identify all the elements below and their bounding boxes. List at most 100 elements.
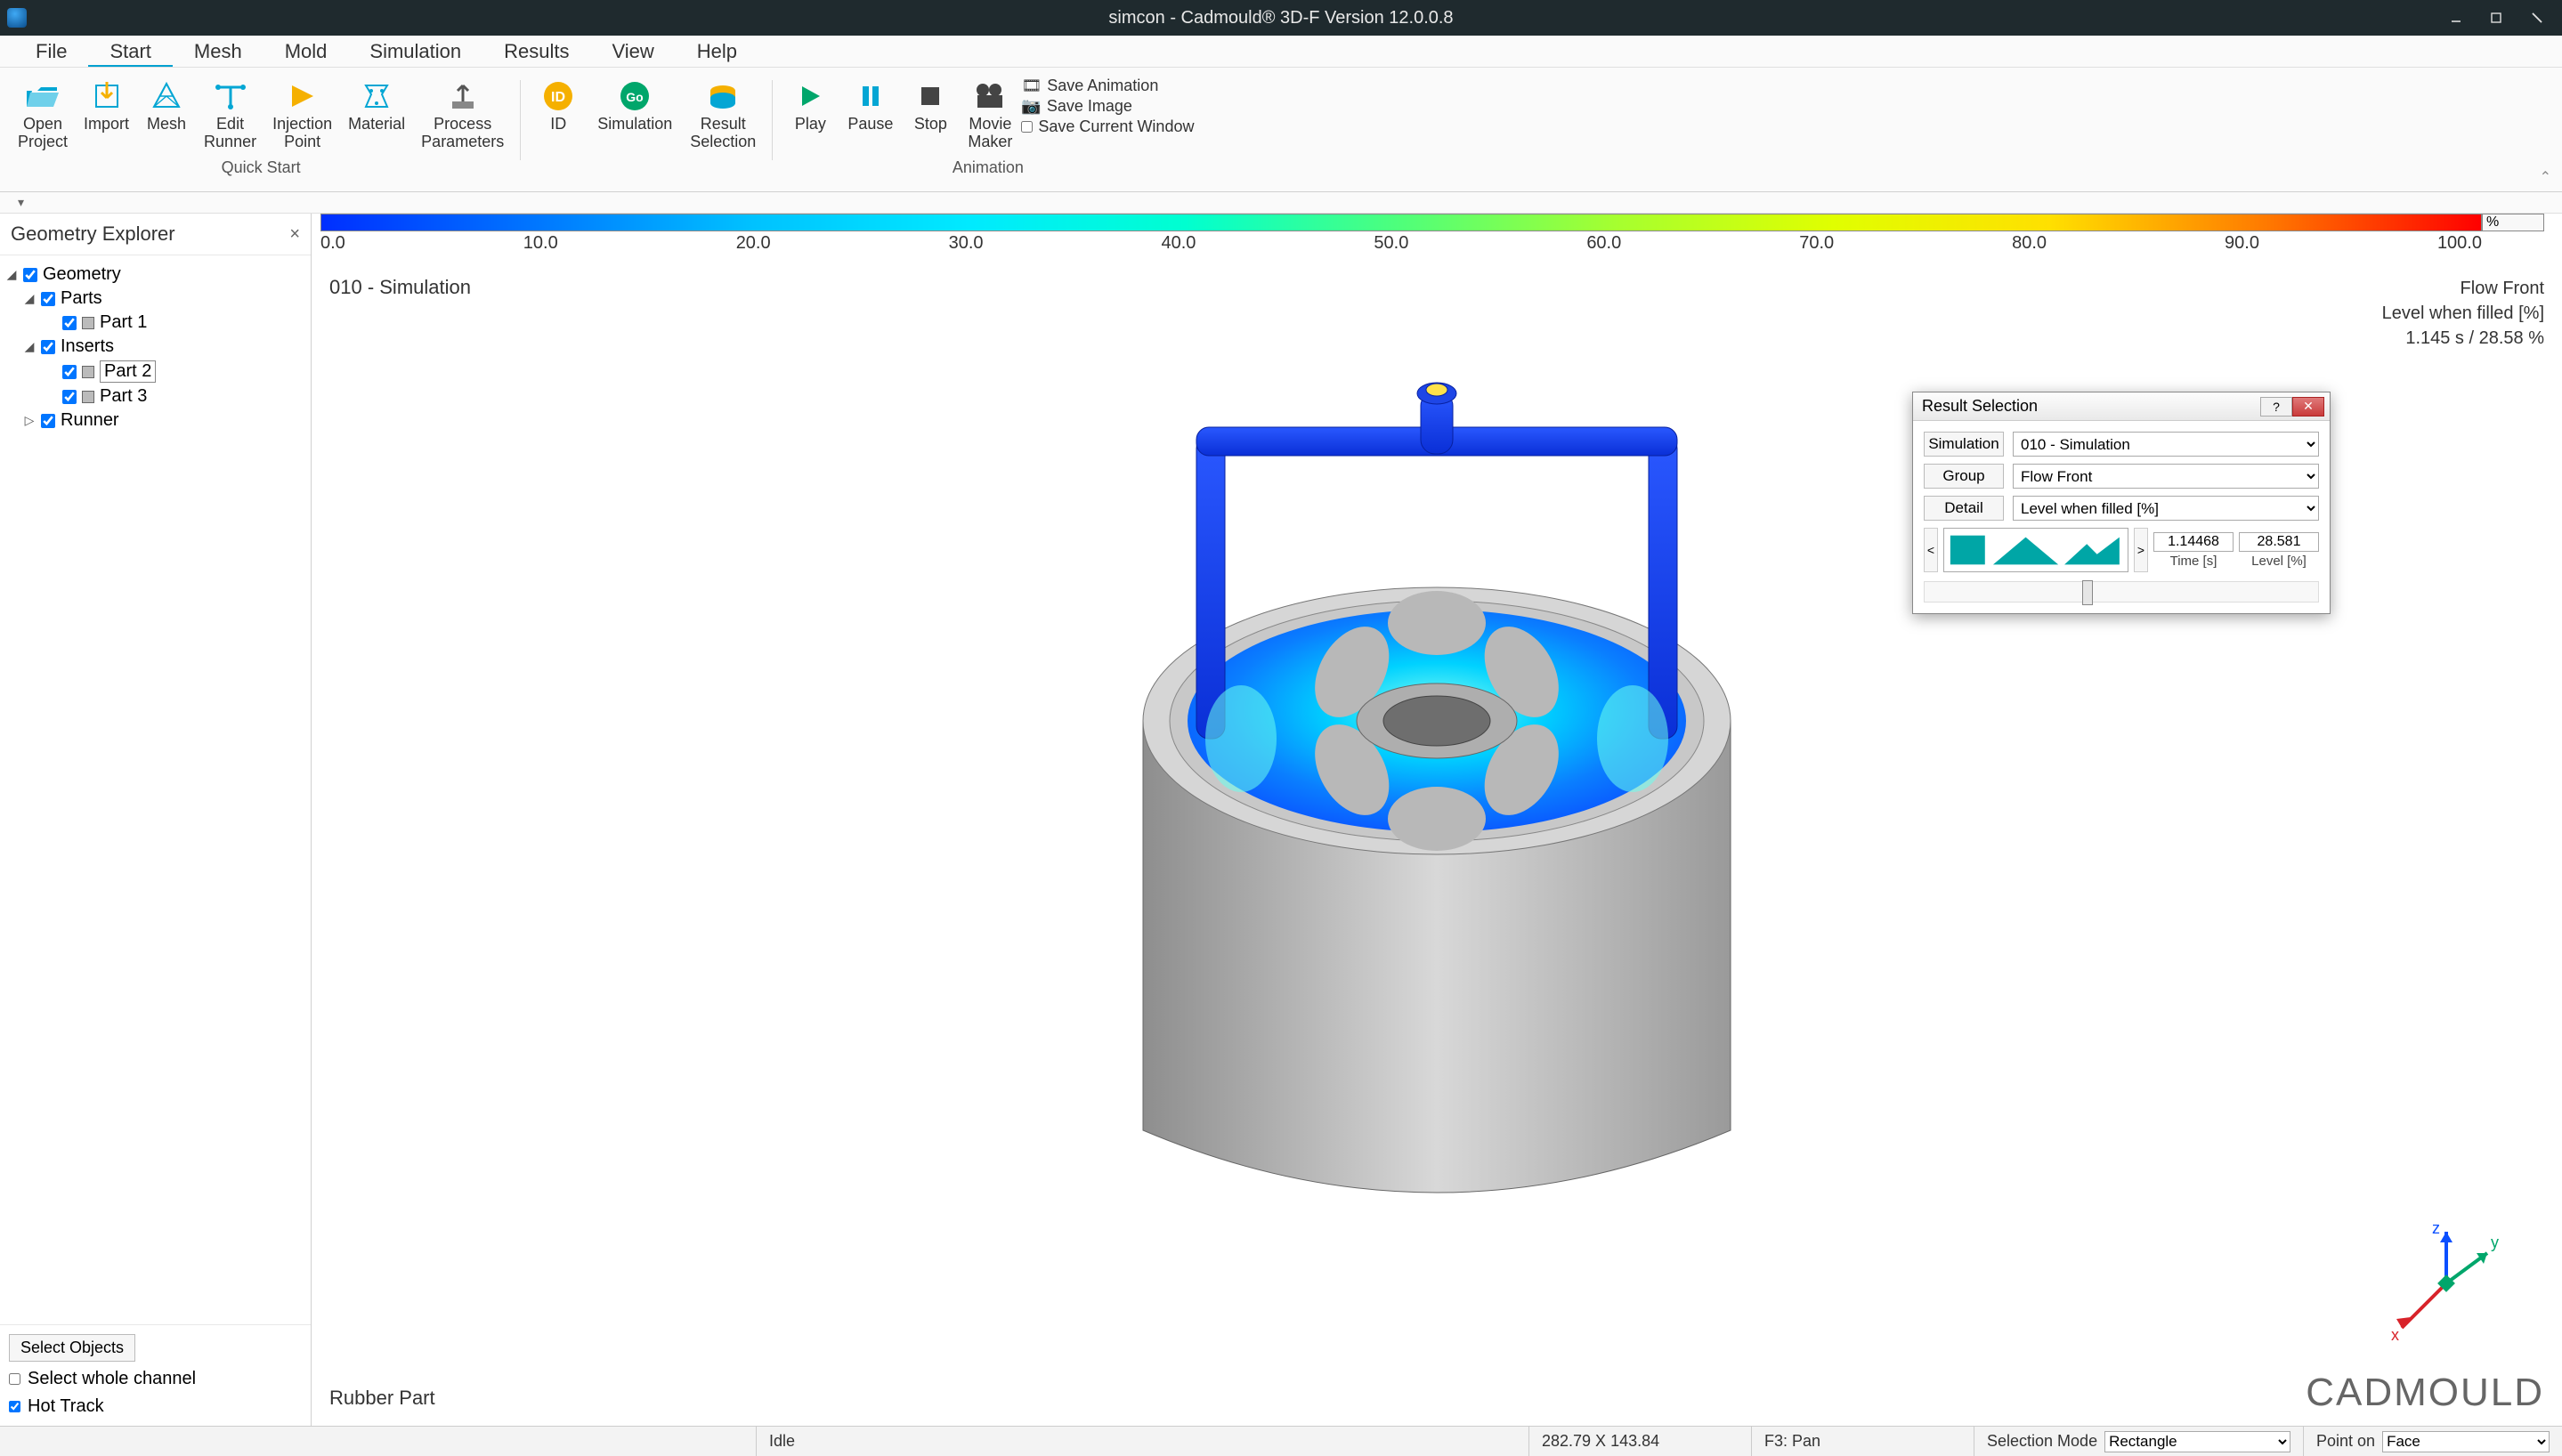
dialog-simulation-select[interactable]: 010 - Simulation [2013, 432, 2319, 457]
tree-toggle-geometry[interactable]: ◢ [5, 267, 18, 282]
status-f3: F3: Pan [1764, 1432, 1820, 1451]
colorbar-tick: 30.0 [949, 233, 984, 254]
colorbar-tick: 70.0 [1799, 233, 1834, 254]
colorbar-tick: 10.0 [523, 233, 558, 254]
brand-logo: CADMOULD [2306, 1371, 2544, 1415]
ribbon-pause[interactable]: Pause [840, 75, 900, 155]
select-objects-button[interactable]: Select Objects [9, 1334, 135, 1362]
ribbon-stop[interactable]: Stop [902, 75, 959, 155]
select-whole-channel-label: Select whole channel [28, 1369, 196, 1389]
tree-check-geometry[interactable] [23, 268, 37, 282]
window-title: simcon - Cadmould® 3D-F Version 12.0.0.8 [1108, 8, 1453, 28]
tree-check-parts[interactable] [41, 292, 55, 306]
ribbon-id[interactable]: ID ID [530, 75, 587, 137]
svg-text:ID: ID [551, 90, 565, 105]
viewport[interactable]: % 0.0 10.0 20.0 30.0 40.0 50.0 60.0 70.0… [312, 214, 2562, 1426]
cube-icon [82, 391, 94, 403]
maximize-button[interactable] [2478, 4, 2514, 31]
menu-start[interactable]: Start [88, 36, 172, 67]
qat-dropdown-icon[interactable]: ▾ [18, 195, 24, 210]
menu-file[interactable]: File [14, 36, 88, 67]
app-icon [7, 8, 27, 28]
dialog-help-button[interactable]: ? [2260, 397, 2292, 417]
color-scale-unit: % [2482, 214, 2544, 231]
flow-value: 1.145 s / 28.58 % [2382, 326, 2544, 351]
simulation-label: 010 - Simulation [329, 276, 471, 299]
close-button[interactable] [2519, 4, 2555, 31]
tree-check-part2[interactable] [62, 365, 77, 379]
ribbon-mesh-label: Mesh [147, 116, 186, 133]
ribbon-movie-maker[interactable]: Movie Maker [961, 75, 1019, 155]
menu-help[interactable]: Help [676, 36, 758, 67]
ribbon-import[interactable]: Import [77, 75, 136, 155]
tree-toggle-inserts[interactable]: ◢ [23, 339, 36, 354]
flow-subtitle: Level when filled [%] [2382, 301, 2544, 326]
menu-results[interactable]: Results [482, 36, 590, 67]
menu-simulation[interactable]: Simulation [348, 36, 482, 67]
menu-view[interactable]: View [590, 36, 675, 67]
ribbon-pause-label: Pause [847, 116, 893, 133]
dialog-simulation-label[interactable]: Simulation [1924, 432, 2004, 457]
minimize-button[interactable] [2438, 4, 2474, 31]
status-state: Idle [769, 1432, 795, 1451]
time-value: 1.14468 [2153, 532, 2234, 552]
save-current-window-checkbox[interactable] [1021, 121, 1033, 133]
color-scale: % 0.0 10.0 20.0 30.0 40.0 50.0 60.0 70.0… [320, 214, 2553, 258]
tree-label-part2[interactable]: Part 2 [100, 360, 156, 383]
timeline-thumbnail[interactable] [1943, 528, 2128, 572]
ribbon-simulation[interactable]: Go Simulation [590, 75, 679, 137]
ribbon-result-selection[interactable]: Result Selection [683, 75, 763, 155]
hot-track-checkbox[interactable] [9, 1401, 20, 1412]
tree-label-part3[interactable]: Part 3 [100, 386, 147, 407]
dialog-close-button[interactable]: ✕ [2292, 397, 2324, 417]
colorbar-tick: 80.0 [2012, 233, 2047, 254]
menu-mesh[interactable]: Mesh [173, 36, 263, 67]
tree-toggle-parts[interactable]: ◢ [23, 291, 36, 306]
ribbon-save-image[interactable]: 📷Save Image [1021, 97, 1194, 116]
menu-mold[interactable]: Mold [263, 36, 349, 67]
tree-check-part3[interactable] [62, 390, 77, 404]
dialog-header[interactable]: Result Selection ? ✕ [1913, 392, 2330, 421]
result-selection-dialog[interactable]: Result Selection ? ✕ Simulation 010 - Si… [1912, 392, 2331, 614]
tree-label-part1[interactable]: Part 1 [100, 312, 147, 333]
timeline-next-button[interactable]: > [2134, 528, 2148, 572]
ribbon-group-animation: Animation [953, 158, 1024, 177]
axis-gizmo[interactable]: x y z [2384, 1221, 2509, 1346]
tree-label-runner[interactable]: Runner [61, 410, 119, 431]
timeline-prev-button[interactable]: < [1924, 528, 1938, 572]
sidebar-close-icon[interactable]: × [289, 224, 300, 245]
tree-check-runner[interactable] [41, 414, 55, 428]
ribbon-process-parameters-label: Process Parameters [421, 116, 504, 151]
ribbon-save-current-window[interactable]: Save Current Window [1021, 117, 1194, 136]
ribbon-save-current-window-label: Save Current Window [1038, 117, 1194, 136]
level-value: 28.581 [2239, 532, 2319, 552]
dialog-detail-select[interactable]: Level when filled [%] [2013, 496, 2319, 521]
tree-label-parts: Parts [61, 288, 102, 309]
status-selection-mode-label: Selection Mode [1987, 1432, 2097, 1451]
ribbon-process-parameters[interactable]: Process Parameters [414, 75, 511, 155]
timeline-slider-track[interactable] [1924, 581, 2319, 603]
ribbon-open-project[interactable]: Open Project [11, 75, 75, 155]
dialog-detail-label[interactable]: Detail [1924, 496, 2004, 521]
ribbon-save-animation[interactable]: 🎞Save Animation [1021, 77, 1194, 95]
ribbon-play[interactable]: Play [782, 75, 839, 155]
svg-text:Go: Go [627, 90, 644, 104]
select-whole-channel-checkbox[interactable] [9, 1373, 20, 1385]
ribbon-mesh[interactable]: Mesh [138, 75, 195, 155]
timeline-slider-thumb[interactable] [2082, 580, 2093, 605]
dialog-group-select[interactable]: Flow Front [2013, 464, 2319, 489]
axis-y-label: y [2491, 1234, 2499, 1251]
tree-check-inserts[interactable] [41, 340, 55, 354]
tree-toggle-runner[interactable]: ▷ [23, 413, 36, 428]
tree-check-part1[interactable] [62, 316, 77, 330]
ribbon-separator-2 [772, 80, 773, 160]
film-icon: 🎞 [1021, 77, 1042, 95]
ribbon-material[interactable]: Material [341, 75, 412, 155]
ribbon-edit-runner[interactable]: Edit Runner [197, 75, 263, 155]
ribbon-id-label: ID [550, 116, 566, 133]
status-point-on-select[interactable]: Face [2382, 1431, 2550, 1452]
ribbon-save-image-label: Save Image [1047, 97, 1132, 116]
ribbon-collapse-arrow-icon[interactable]: ⌃ [2540, 168, 2551, 186]
status-selection-mode-select[interactable]: Rectangle [2104, 1431, 2290, 1452]
ribbon-injection-point[interactable]: Injection Point [265, 75, 339, 155]
